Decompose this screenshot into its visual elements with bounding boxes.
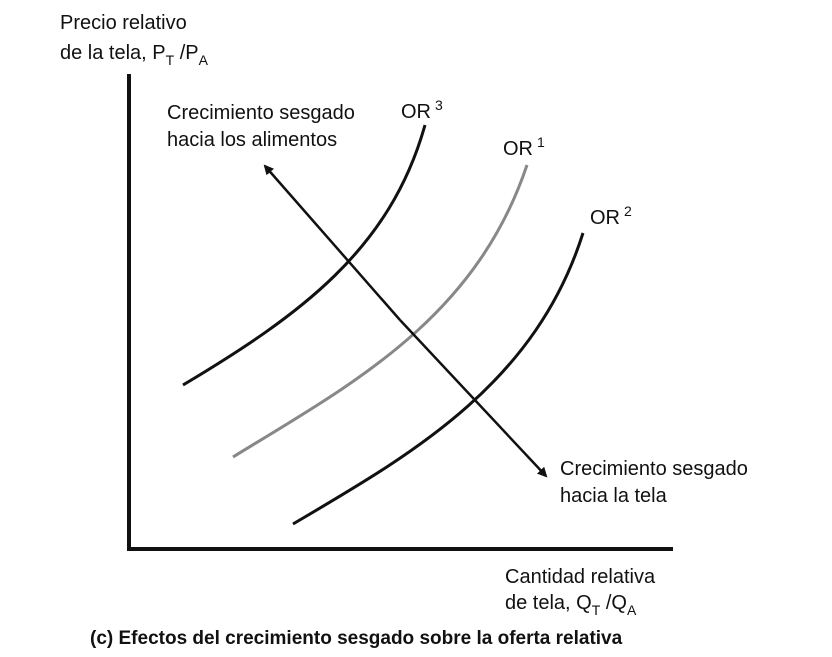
biased-growth-arrow-cloth	[399, 319, 548, 478]
label-or1: OR 1	[503, 134, 545, 160]
label-growth-food: Crecimiento sesgado hacia los alimentos	[167, 102, 355, 151]
svg-text:de tela, QT /QA: de tela, QT /QA	[505, 592, 637, 618]
label-or2: OR 2	[590, 203, 632, 229]
curve-or1	[232, 164, 529, 459]
svg-text:de la tela, PT /PA: de la tela, PT /PA	[60, 42, 209, 68]
svg-text:Crecimiento sesgado: Crecimiento sesgado	[167, 102, 355, 124]
y-axis-label: Precio relativo de la tela, PT /PA	[60, 12, 209, 68]
label-growth-cloth: Crecimiento sesgado hacia la tela	[560, 458, 748, 507]
svg-text:Precio relativo: Precio relativo	[60, 12, 187, 34]
curve-or2	[292, 232, 585, 526]
biased-growth-arrow-food	[263, 164, 401, 321]
x-axis-label: Cantidad relativa de tela, QT /QA	[505, 566, 656, 618]
svg-text:hacia la tela: hacia la tela	[560, 485, 668, 507]
curve-or3	[182, 124, 427, 387]
caption: (c) Efectos del crecimiento sesgado sobr…	[90, 628, 623, 649]
label-or3: OR 3	[401, 97, 443, 123]
svg-text:hacia los alimentos: hacia los alimentos	[167, 129, 337, 151]
svg-text:Cantidad relativa: Cantidad relativa	[505, 566, 656, 588]
svg-text:Crecimiento sesgado: Crecimiento sesgado	[560, 458, 748, 480]
